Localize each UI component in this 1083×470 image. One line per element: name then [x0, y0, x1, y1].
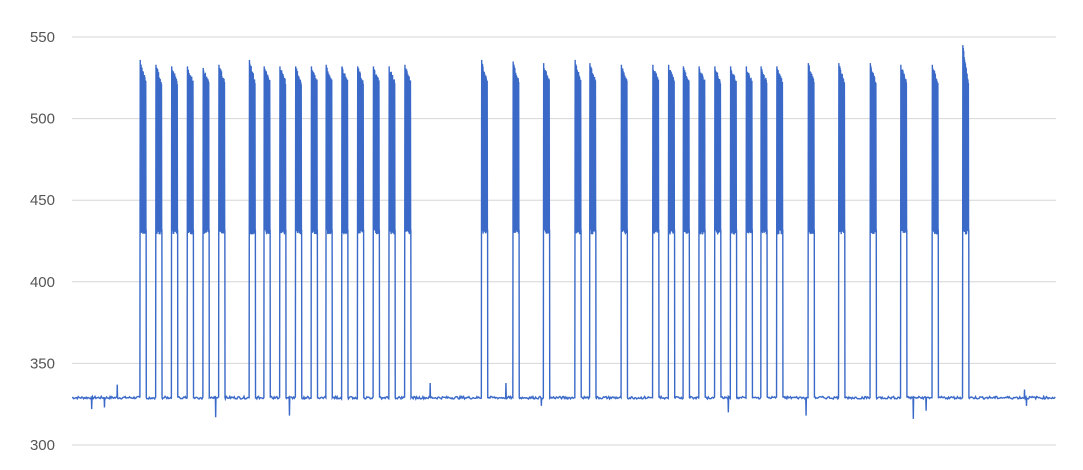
y-axis-tick-labels: 300 350 400 450 500 550: [30, 29, 55, 454]
gridlines: [72, 36, 1056, 446]
y-tick-label: 500: [30, 111, 55, 128]
plot-area: [71, 45, 1056, 419]
y-tick-label: 400: [30, 274, 55, 291]
y-tick-label: 300: [30, 437, 55, 454]
y-tick-label: 550: [30, 29, 55, 46]
y-tick-label: 350: [30, 355, 55, 372]
y-tick-label: 450: [30, 192, 55, 209]
series-line-0: [71, 45, 1056, 419]
